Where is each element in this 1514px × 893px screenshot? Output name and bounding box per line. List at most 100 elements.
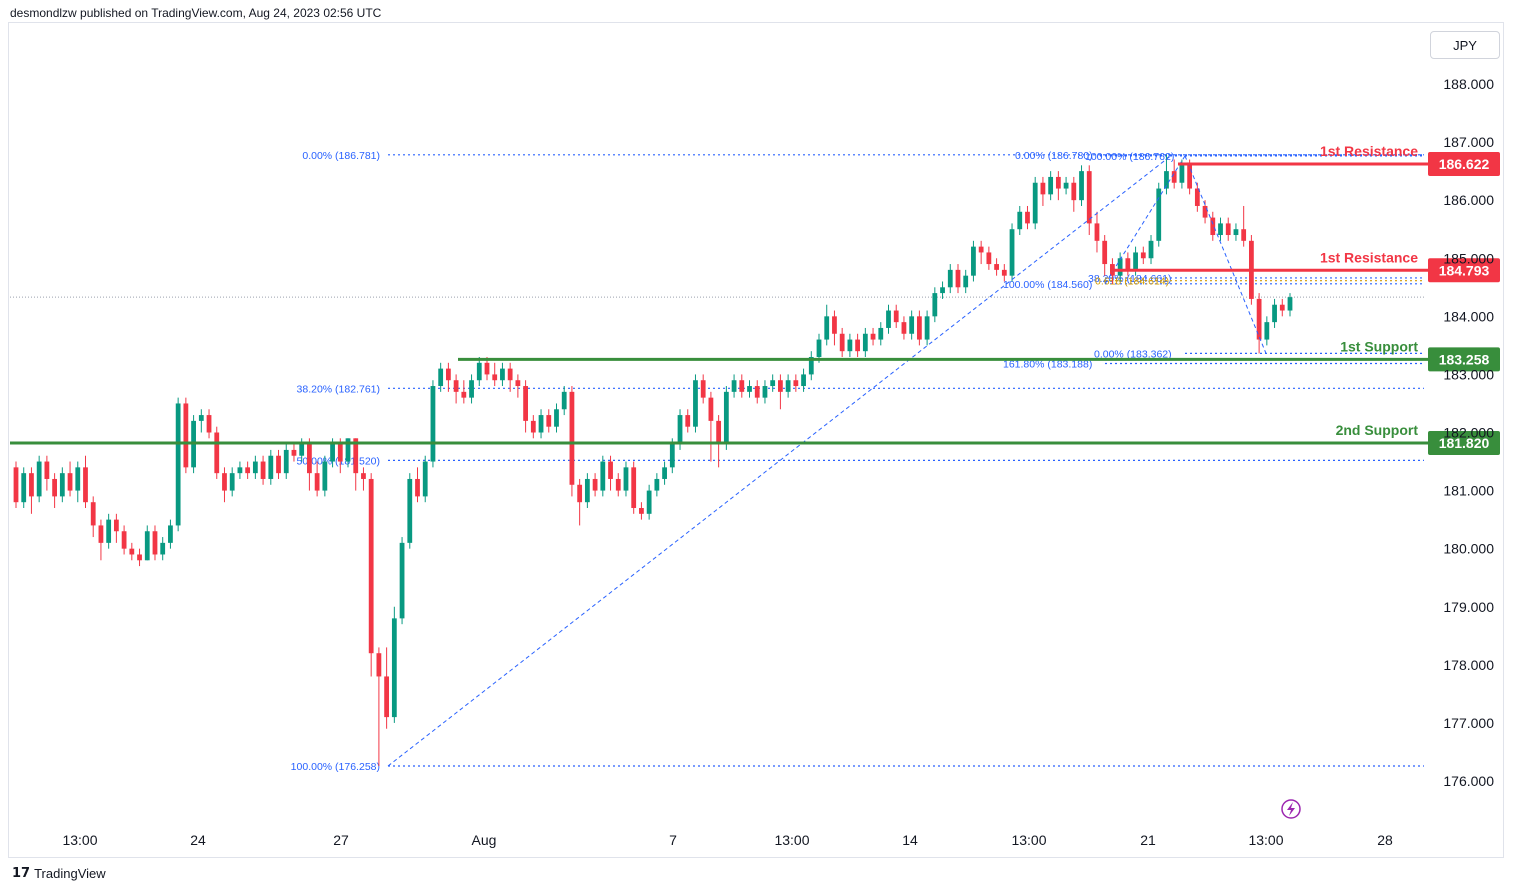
candle-body (894, 311, 899, 323)
candle (1234, 223, 1239, 240)
candle-body (716, 421, 721, 444)
x-tick-label: 13:00 (62, 832, 97, 848)
x-tick-label: 13:00 (1011, 832, 1046, 848)
candle-body (739, 380, 744, 392)
candle (809, 351, 814, 380)
candle (276, 450, 281, 479)
candle (616, 473, 621, 496)
candle (755, 380, 760, 403)
candle-body (963, 276, 968, 288)
candle (971, 241, 976, 282)
candle-body (693, 380, 698, 426)
lightning-bolt (1287, 802, 1295, 816)
candle-body (99, 525, 104, 542)
candle-body (253, 462, 258, 474)
candle (160, 537, 165, 560)
candle (925, 311, 930, 346)
candle (1280, 299, 1285, 316)
candle-body (523, 386, 528, 421)
candle (1064, 177, 1069, 194)
candle (438, 363, 443, 392)
candle-body (315, 473, 320, 490)
candle (1257, 293, 1262, 353)
candle (894, 305, 899, 328)
candle (948, 264, 953, 293)
candle-body (539, 415, 544, 432)
candle-body (431, 386, 436, 462)
candle-body (871, 334, 876, 340)
candle-body (662, 467, 667, 479)
candle (1218, 218, 1223, 241)
candle-body (114, 520, 119, 532)
x-tick-label: 14 (902, 832, 918, 848)
candle-body (840, 334, 845, 351)
candle-body (322, 462, 327, 491)
candle-body (1226, 223, 1231, 235)
candle (647, 485, 652, 520)
candle-body (369, 479, 374, 653)
candle-body (377, 653, 382, 676)
candle-body (770, 380, 775, 386)
y-tick-label: 179.000 (1443, 599, 1494, 615)
lightning-icon[interactable] (1282, 800, 1300, 818)
candle (531, 415, 536, 438)
candle (1095, 212, 1100, 253)
candle (570, 386, 575, 496)
candle (1087, 165, 1092, 235)
candle-body (292, 450, 297, 456)
candle-body (1187, 165, 1192, 188)
candle (37, 456, 42, 502)
y-tick-label: 183.000 (1443, 366, 1494, 382)
candle (639, 502, 644, 519)
candle (1048, 171, 1053, 200)
candle-body (562, 392, 567, 409)
candle (886, 305, 891, 334)
candle-body (570, 392, 575, 485)
y-tick-label: 180.000 (1443, 541, 1494, 557)
candle (1010, 223, 1015, 281)
y-tick-label: 177.000 (1443, 715, 1494, 731)
candle (1079, 165, 1084, 206)
candle (1056, 171, 1061, 200)
candle (716, 415, 721, 467)
candle (183, 398, 188, 474)
candle-body (307, 444, 312, 473)
candle-body (600, 462, 605, 491)
candle (932, 287, 937, 322)
candle (940, 281, 945, 298)
candle-body (1118, 258, 1123, 275)
candle (91, 496, 96, 537)
x-tick-label: 21 (1140, 832, 1156, 848)
candle-body (1017, 212, 1022, 229)
y-tick-label: 178.000 (1443, 657, 1494, 673)
fib-label: 0.00% (186.780) (1015, 150, 1093, 162)
candle (68, 462, 73, 497)
currency-button[interactable]: JPY (1430, 31, 1500, 59)
candle-body (446, 369, 451, 381)
x-tick-label: 13:00 (774, 832, 809, 848)
candle (701, 374, 706, 403)
candle (1264, 316, 1269, 345)
candle-body (824, 316, 829, 339)
candle (523, 380, 528, 432)
candle-body (1156, 189, 1161, 241)
candle-body (60, 473, 65, 496)
candle (508, 363, 513, 392)
candle (1272, 299, 1277, 328)
candle-body (492, 374, 497, 380)
candle (840, 328, 845, 357)
candle (99, 520, 104, 561)
candle (253, 456, 258, 479)
candle (685, 409, 690, 432)
candle-body (724, 392, 729, 444)
candle-body (1172, 171, 1177, 183)
candle-body (701, 380, 706, 397)
candle (878, 322, 883, 345)
tradingview-logo[interactable]: 𝟭𝟳 TradingView (12, 866, 106, 881)
candle-body (971, 247, 976, 276)
candle (29, 467, 34, 513)
candle-body (106, 520, 111, 543)
candle-body (531, 421, 536, 433)
candle-body (21, 473, 26, 502)
